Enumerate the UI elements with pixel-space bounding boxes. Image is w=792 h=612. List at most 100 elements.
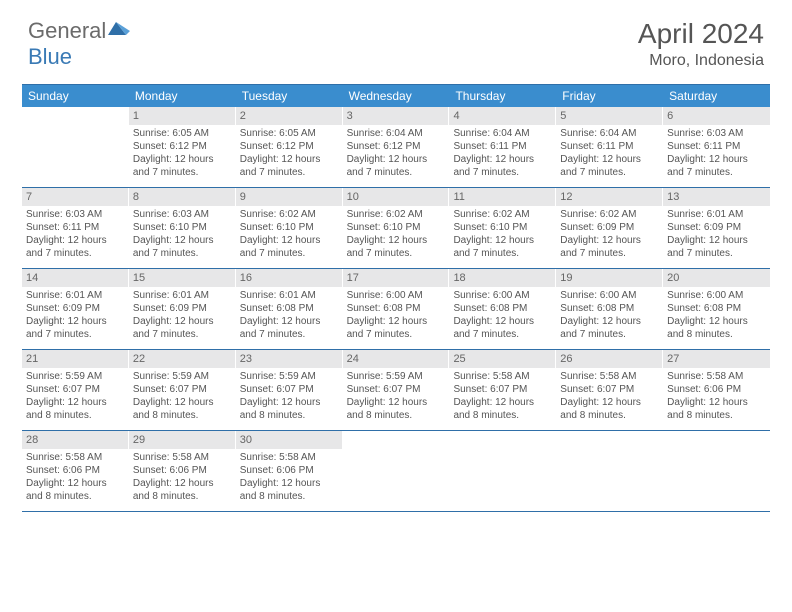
day-number: 13 [663,188,770,206]
day-details: Sunrise: 6:00 AMSunset: 6:08 PMDaylight:… [343,287,450,345]
daylight-text: and 7 minutes. [133,328,232,341]
sunset-text: Sunset: 6:07 PM [560,383,659,396]
sunset-text: Sunset: 6:12 PM [347,140,446,153]
daylight-text: Daylight: 12 hours [133,477,232,490]
day-number: 18 [449,269,556,287]
sunrise-text: Sunrise: 6:03 AM [667,127,766,140]
day-details: Sunrise: 6:03 AMSunset: 6:11 PMDaylight:… [22,206,129,264]
sunset-text: Sunset: 6:11 PM [26,221,125,234]
week-row: 14Sunrise: 6:01 AMSunset: 6:09 PMDayligh… [22,269,770,350]
day-header-sat: Saturday [663,85,770,107]
day-details: Sunrise: 6:04 AMSunset: 6:11 PMDaylight:… [556,125,663,183]
day-header-mon: Monday [129,85,236,107]
sunset-text: Sunset: 6:10 PM [133,221,232,234]
sunset-text: Sunset: 6:10 PM [453,221,552,234]
sunrise-text: Sunrise: 5:58 AM [240,451,339,464]
day-number: 29 [129,431,236,449]
daylight-text: Daylight: 12 hours [26,234,125,247]
day-number: 9 [236,188,343,206]
daylight-text: Daylight: 12 hours [133,315,232,328]
sunrise-text: Sunrise: 6:00 AM [347,289,446,302]
day-cell [22,107,129,187]
daylight-text: and 8 minutes. [347,409,446,422]
sunset-text: Sunset: 6:06 PM [133,464,232,477]
day-number: 6 [663,107,770,125]
day-number: 15 [129,269,236,287]
day-number: 19 [556,269,663,287]
day-cell: 11Sunrise: 6:02 AMSunset: 6:10 PMDayligh… [449,188,556,268]
daylight-text: Daylight: 12 hours [347,234,446,247]
daylight-text: Daylight: 12 hours [26,477,125,490]
daylight-text: and 8 minutes. [667,328,766,341]
daylight-text: Daylight: 12 hours [667,315,766,328]
day-headers-row: Sunday Monday Tuesday Wednesday Thursday… [22,85,770,107]
logo-text-general: General [28,18,106,44]
sunset-text: Sunset: 6:08 PM [453,302,552,315]
day-number: 1 [129,107,236,125]
daylight-text: and 7 minutes. [347,328,446,341]
day-details: Sunrise: 5:59 AMSunset: 6:07 PMDaylight:… [236,368,343,426]
sunrise-text: Sunrise: 6:04 AM [560,127,659,140]
daylight-text: Daylight: 12 hours [240,477,339,490]
sunset-text: Sunset: 6:06 PM [667,383,766,396]
daylight-text: Daylight: 12 hours [667,396,766,409]
day-details: Sunrise: 5:59 AMSunset: 6:07 PMDaylight:… [343,368,450,426]
sunrise-text: Sunrise: 6:01 AM [240,289,339,302]
day-details: Sunrise: 6:00 AMSunset: 6:08 PMDaylight:… [663,287,770,345]
sunrise-text: Sunrise: 6:00 AM [453,289,552,302]
daylight-text: and 7 minutes. [133,166,232,179]
day-details: Sunrise: 6:05 AMSunset: 6:12 PMDaylight:… [129,125,236,183]
daylight-text: Daylight: 12 hours [453,315,552,328]
daylight-text: Daylight: 12 hours [347,315,446,328]
day-cell: 6Sunrise: 6:03 AMSunset: 6:11 PMDaylight… [663,107,770,187]
week-row: 7Sunrise: 6:03 AMSunset: 6:11 PMDaylight… [22,188,770,269]
day-number: 7 [22,188,129,206]
sunrise-text: Sunrise: 6:00 AM [560,289,659,302]
daylight-text: and 8 minutes. [240,409,339,422]
sunrise-text: Sunrise: 5:58 AM [560,370,659,383]
day-cell: 12Sunrise: 6:02 AMSunset: 6:09 PMDayligh… [556,188,663,268]
day-cell [556,431,663,511]
day-header-wed: Wednesday [343,85,450,107]
day-details: Sunrise: 6:01 AMSunset: 6:08 PMDaylight:… [236,287,343,345]
sunrise-text: Sunrise: 5:59 AM [26,370,125,383]
sunrise-text: Sunrise: 5:58 AM [133,451,232,464]
sunrise-text: Sunrise: 6:05 AM [133,127,232,140]
day-cell: 28Sunrise: 5:58 AMSunset: 6:06 PMDayligh… [22,431,129,511]
day-header-thu: Thursday [449,85,556,107]
location: Moro, Indonesia [638,52,764,70]
sunset-text: Sunset: 6:09 PM [26,302,125,315]
daylight-text: and 8 minutes. [26,490,125,503]
daylight-text: and 7 minutes. [560,166,659,179]
day-number: 23 [236,350,343,368]
daylight-text: and 7 minutes. [133,247,232,260]
sunrise-text: Sunrise: 5:59 AM [347,370,446,383]
daylight-text: and 7 minutes. [347,247,446,260]
day-details: Sunrise: 5:58 AMSunset: 6:06 PMDaylight:… [129,449,236,507]
day-cell: 22Sunrise: 5:59 AMSunset: 6:07 PMDayligh… [129,350,236,430]
day-header-sun: Sunday [22,85,129,107]
daylight-text: and 8 minutes. [240,490,339,503]
day-cell: 24Sunrise: 5:59 AMSunset: 6:07 PMDayligh… [343,350,450,430]
sunset-text: Sunset: 6:07 PM [347,383,446,396]
sunrise-text: Sunrise: 6:02 AM [453,208,552,221]
day-cell: 9Sunrise: 6:02 AMSunset: 6:10 PMDaylight… [236,188,343,268]
sunrise-text: Sunrise: 6:02 AM [240,208,339,221]
day-number: 16 [236,269,343,287]
day-details: Sunrise: 5:58 AMSunset: 6:06 PMDaylight:… [236,449,343,507]
day-details: Sunrise: 6:01 AMSunset: 6:09 PMDaylight:… [663,206,770,264]
daylight-text: and 7 minutes. [560,247,659,260]
day-details: Sunrise: 6:05 AMSunset: 6:12 PMDaylight:… [236,125,343,183]
daylight-text: and 7 minutes. [26,328,125,341]
day-cell: 3Sunrise: 6:04 AMSunset: 6:12 PMDaylight… [343,107,450,187]
day-cell [449,431,556,511]
day-details: Sunrise: 5:59 AMSunset: 6:07 PMDaylight:… [129,368,236,426]
day-cell: 2Sunrise: 6:05 AMSunset: 6:12 PMDaylight… [236,107,343,187]
day-details [449,449,556,455]
sunrise-text: Sunrise: 6:02 AM [347,208,446,221]
day-details: Sunrise: 6:04 AMSunset: 6:12 PMDaylight:… [343,125,450,183]
daylight-text: and 8 minutes. [133,409,232,422]
day-number: 11 [449,188,556,206]
sunset-text: Sunset: 6:08 PM [667,302,766,315]
day-number: 21 [22,350,129,368]
